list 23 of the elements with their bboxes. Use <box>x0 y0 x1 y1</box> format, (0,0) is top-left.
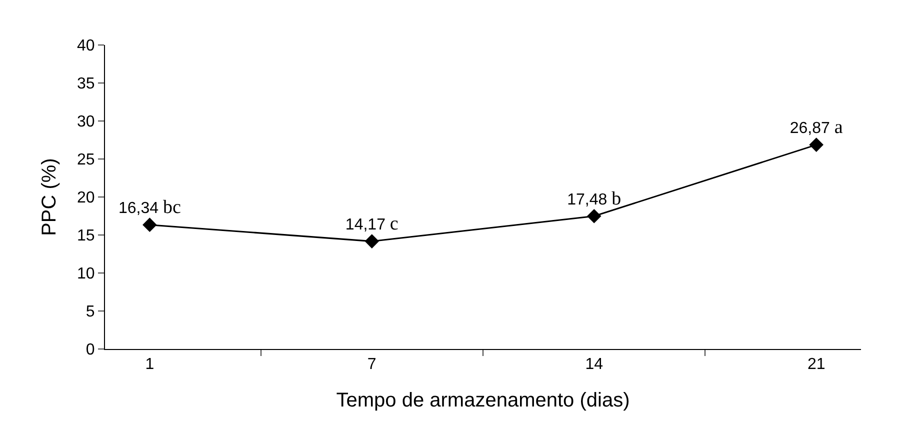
y-tick-label: 20 <box>77 190 95 207</box>
x-tick-label: 14 <box>585 356 604 374</box>
y-tick-label: 5 <box>86 304 95 321</box>
y-axis-title: PPC (%) <box>38 158 61 236</box>
y-tick-label: 30 <box>77 114 95 131</box>
data-label: 26,87 a <box>790 116 844 138</box>
x-tick-label: 21 <box>807 356 826 374</box>
y-tick-label: 25 <box>77 152 95 169</box>
y-tick-label: 40 <box>77 38 95 55</box>
point <box>809 138 824 152</box>
x-tick-label: 1 <box>145 356 154 374</box>
data-label: 16,34 bc <box>118 196 181 218</box>
y-tick-label: 10 <box>77 266 95 283</box>
x-tick-label: 7 <box>367 356 376 374</box>
point <box>142 218 157 232</box>
y-tick-label: 0 <box>86 342 95 359</box>
x-axis-title: Tempo de armazenamento (dias) <box>336 390 630 412</box>
point <box>586 209 602 224</box>
point <box>364 234 380 248</box>
data-label: 14,17 c <box>345 213 398 234</box>
data-label: 17,48 b <box>567 188 622 210</box>
y-tick-label: 15 <box>77 228 95 245</box>
y-tick-label: 35 <box>77 76 95 93</box>
